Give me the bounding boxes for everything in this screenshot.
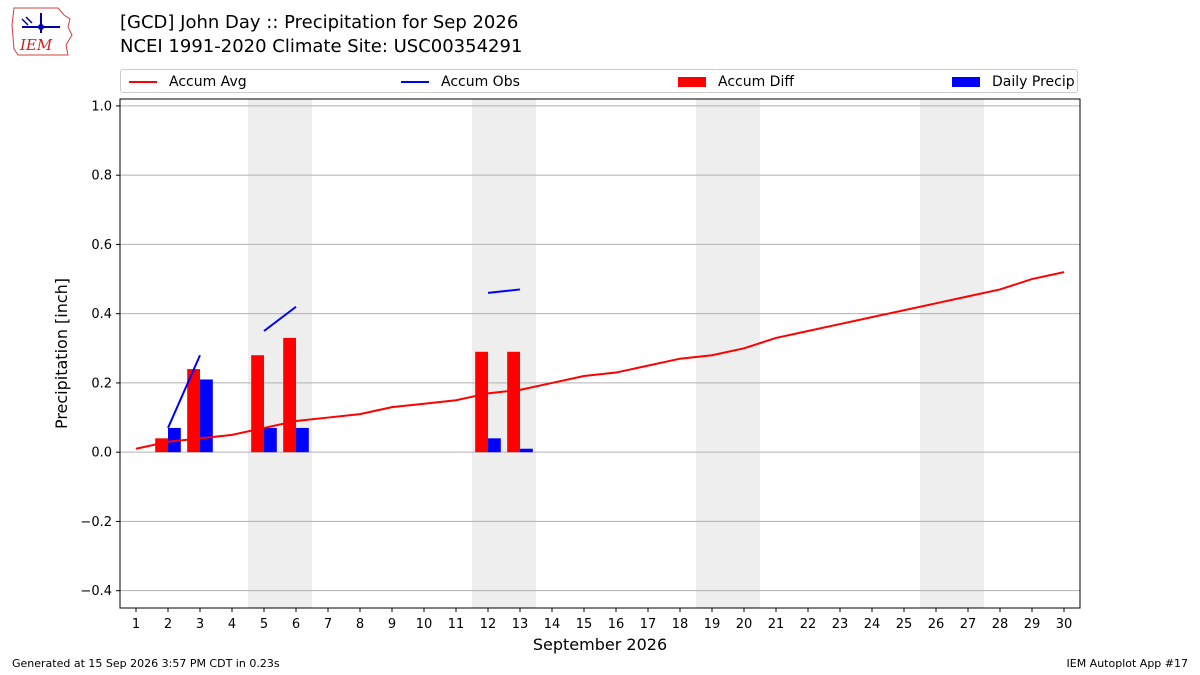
y-tick-label: −0.2: [80, 515, 112, 530]
accum-diff-bar-day-12: [475, 351, 488, 453]
legend-item-accum-avg: Accum Avg: [129, 70, 247, 94]
x-tick-label: 22: [800, 617, 817, 632]
weekend-shade-0: [248, 99, 312, 608]
x-tick-label: 19: [704, 617, 721, 632]
x-tick-label: 1: [132, 617, 140, 632]
y-tick-label: −0.4: [80, 584, 112, 599]
x-tick-label: 30: [1056, 617, 1073, 632]
x-tick-label: 17: [640, 617, 657, 632]
accum-diff-bar-day-13: [507, 351, 520, 453]
accum-diff-bar-day-2: [155, 438, 168, 453]
plot-frame: [119, 98, 1081, 609]
x-tick-label: 14: [544, 617, 561, 632]
footer-app: IEM Autoplot App #17: [1066, 657, 1189, 670]
y-ticks: −0.4 −0.2 0.0 0.2 0.4 0.6 0.8 1.0: [80, 99, 120, 599]
x-tick-label: 12: [480, 617, 497, 632]
x-tick-label: 5: [260, 617, 268, 632]
y-tick-label: 0.8: [91, 169, 112, 184]
accum-diff-bar-day-6: [283, 337, 296, 453]
x-tick-label: 20: [736, 617, 753, 632]
legend-item-daily-precip: Daily Precip: [952, 70, 1075, 94]
logo-text: IEM: [19, 36, 53, 54]
legend-label-accum-diff: Accum Diff: [718, 74, 795, 90]
x-tick-label: 8: [356, 617, 364, 632]
accum-diff-bar-day-5: [251, 355, 264, 453]
daily-precip-bar-day-5: [264, 427, 277, 453]
y-tick-label: 0.2: [91, 376, 112, 391]
x-tick-label: 26: [928, 617, 945, 632]
x-tick-label: 28: [992, 617, 1009, 632]
x-tick-label: 10: [416, 617, 433, 632]
accum-obs-line-segment-1: [263, 305, 297, 332]
lines: [135, 271, 1065, 450]
x-tick-label: 27: [960, 617, 977, 632]
x-tick-label: 7: [324, 617, 332, 632]
x-tick-label: 23: [832, 617, 849, 632]
accum-obs-line-segment-0: [167, 354, 201, 429]
y-axis-label: Precipitation [inch]: [52, 278, 71, 429]
iem-logo: IEM: [11, 7, 73, 56]
x-tick-label: 25: [896, 617, 913, 632]
x-tick-label: 15: [576, 617, 593, 632]
x-tick-label: 16: [608, 617, 625, 632]
daily-precip-bar-day-2: [168, 427, 181, 453]
weekend-shade-3: [920, 99, 984, 608]
y-tick-label: 0.4: [91, 307, 112, 322]
legend-swatch-daily-precip: [952, 77, 980, 87]
x-tick-label: 4: [228, 617, 236, 632]
x-tick-label: 6: [292, 617, 300, 632]
legend-swatch-accum-obs: [401, 81, 429, 83]
daily-precip-bar-day-13: [520, 448, 533, 453]
legend-swatch-accum-avg: [129, 81, 157, 83]
gridlines: [120, 105, 1080, 592]
x-tick-label: 21: [768, 617, 785, 632]
y-tick-label: 0.0: [91, 446, 112, 461]
accum-avg-line: [135, 271, 1065, 450]
legend-label-accum-obs: Accum Obs: [441, 74, 520, 90]
legend-label-accum-avg: Accum Avg: [169, 74, 247, 90]
x-axis-label: September 2026: [533, 635, 667, 654]
y-tick-label: 0.6: [91, 238, 112, 253]
legend-label-daily-precip: Daily Precip: [992, 74, 1075, 90]
daily-precip-bar-day-6: [296, 427, 309, 453]
x-tick-label: 13: [512, 617, 529, 632]
x-tick-label: 18: [672, 617, 689, 632]
x-tick-label: 11: [448, 617, 465, 632]
x-tick-label: 2: [164, 617, 172, 632]
accum-diff-bar-day-3: [187, 369, 200, 453]
footer-generated: Generated at 15 Sep 2026 3:57 PM CDT in …: [12, 657, 280, 670]
chart-title: [GCD] John Day :: Precipitation for Sep …: [120, 12, 519, 33]
daily-precip-bar-day-3: [200, 379, 213, 453]
x-tick-label: 9: [388, 617, 396, 632]
x-tick-label: 29: [1024, 617, 1041, 632]
legend-item-accum-obs: Accum Obs: [401, 70, 520, 94]
x-ticks: 1 2 3 4 5 6 7 8 9 10 11 12 13 14 15 16 17 18 19 20 21 22 23 24 2…: [132, 608, 1072, 632]
accum-obs-line-segment-2: [487, 288, 521, 294]
weekend-shade-2: [696, 99, 760, 608]
legend-item-accum-diff: Accum Diff: [678, 70, 794, 94]
x-tick-label: 24: [864, 617, 881, 632]
y-tick-label: 1.0: [91, 99, 112, 114]
legend-swatch-accum-diff: [678, 77, 706, 87]
daily-precip-bar-day-12: [488, 438, 501, 453]
x-tick-label: 3: [196, 617, 204, 632]
legend: Accum Avg Accum Obs Accum Diff Daily Pre…: [120, 69, 1078, 93]
chart-subtitle: NCEI 1991-2020 Climate Site: USC00354291: [120, 36, 523, 57]
